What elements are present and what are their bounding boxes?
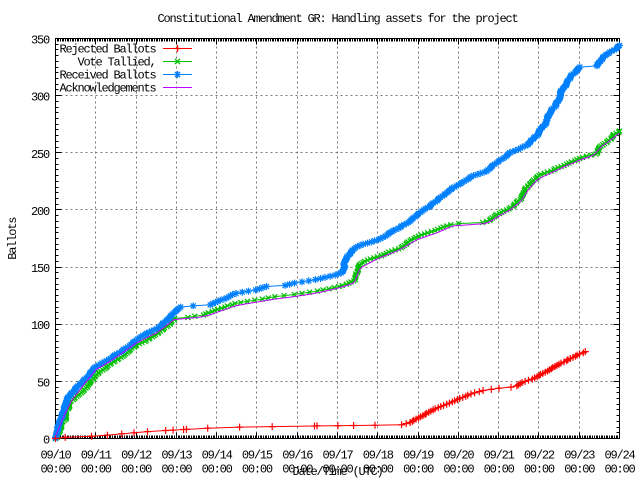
svg-text:00:00: 00:00 (363, 463, 394, 477)
svg-text:09/15: 09/15 (242, 449, 273, 463)
svg-text:Vote Tallied,: Vote Tallied, (77, 56, 155, 70)
svg-text:Date/Time (UTC): Date/Time (UTC) (292, 465, 382, 479)
svg-text:00:00: 00:00 (322, 463, 353, 477)
svg-text:00:00: 00:00 (161, 463, 192, 477)
svg-text:09/20: 09/20 (443, 449, 474, 463)
svg-text:0: 0 (43, 434, 50, 448)
svg-text:09/11: 09/11 (81, 449, 112, 463)
svg-text:00:00: 00:00 (564, 463, 595, 477)
svg-text:00:00: 00:00 (81, 463, 112, 477)
svg-text:350: 350 (31, 34, 50, 48)
svg-text:09/23: 09/23 (564, 449, 595, 463)
svg-text:09/14: 09/14 (202, 449, 233, 463)
svg-text:09/12: 09/12 (121, 449, 152, 463)
svg-text:09/18: 09/18 (363, 449, 394, 463)
svg-text:09/10: 09/10 (40, 449, 71, 463)
svg-text:09/21: 09/21 (484, 449, 515, 463)
svg-text:09/16: 09/16 (282, 449, 313, 463)
svg-text:09/22: 09/22 (524, 449, 555, 463)
svg-text:09/19: 09/19 (403, 449, 434, 463)
svg-text:Constitutional Amendment GR: H: Constitutional Amendment GR: Handling as… (157, 12, 517, 26)
svg-text:Acknowledgements: Acknowledgements (59, 82, 156, 96)
svg-text:00:00: 00:00 (40, 463, 71, 477)
svg-text:200: 200 (31, 205, 50, 219)
svg-text:00:00: 00:00 (121, 463, 152, 477)
svg-text:00:00: 00:00 (443, 463, 474, 477)
svg-text:00:00: 00:00 (484, 463, 515, 477)
svg-text:Received Ballots: Received Ballots (59, 69, 156, 83)
svg-text:00:00: 00:00 (242, 463, 273, 477)
svg-text:09/17: 09/17 (322, 449, 353, 463)
svg-text:00:00: 00:00 (524, 463, 555, 477)
svg-text:00:00: 00:00 (403, 463, 434, 477)
svg-text:Rejected Ballots: Rejected Ballots (59, 43, 156, 57)
svg-text:250: 250 (31, 148, 50, 162)
svg-text:00:00: 00:00 (282, 463, 313, 477)
svg-text:00:00: 00:00 (604, 463, 635, 477)
svg-text:Ballots: Ballots (6, 217, 20, 260)
svg-text:00:00: 00:00 (202, 463, 233, 477)
svg-text:50: 50 (37, 376, 50, 390)
svg-text:100: 100 (31, 319, 50, 333)
svg-text:09/13: 09/13 (161, 449, 192, 463)
svg-text:300: 300 (31, 91, 50, 105)
svg-text:150: 150 (31, 262, 50, 276)
svg-text:09/24: 09/24 (604, 449, 635, 463)
